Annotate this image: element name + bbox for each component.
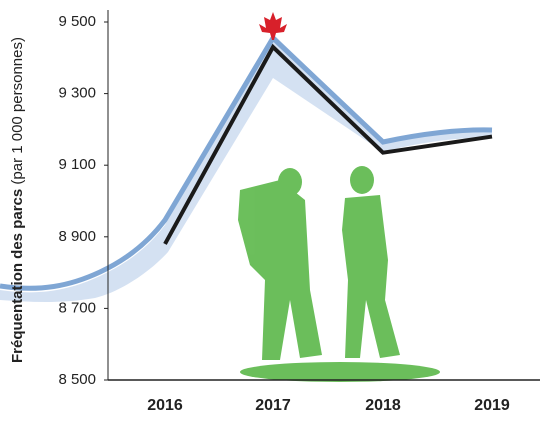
y-axis-title-unit: (par 1 000 personnes) [9, 37, 26, 185]
y-tick-label: 9 500 [58, 13, 96, 30]
hikers-illustration [238, 166, 440, 382]
y-axis-title: Fréquentation des parcs (par 1 000 perso… [9, 37, 26, 363]
y-tick-label: 8 900 [58, 228, 96, 245]
y-axis-title-main: Fréquentation des parcs [9, 189, 26, 363]
y-tick-label: 8 700 [58, 299, 96, 316]
x-tick-label: 2017 [255, 397, 291, 414]
y-tick-label: 8 500 [58, 371, 96, 388]
x-tick-label: 2018 [365, 397, 401, 414]
x-tick-label: 2016 [147, 397, 183, 414]
maple-leaf [259, 12, 287, 40]
y-tick-label: 9 300 [58, 85, 96, 102]
x-tick-label: 2019 [474, 397, 510, 414]
y-tick-label: 9 100 [58, 156, 96, 173]
chart: Fréquentation des parcs (par 1 000 perso… [0, 0, 540, 424]
